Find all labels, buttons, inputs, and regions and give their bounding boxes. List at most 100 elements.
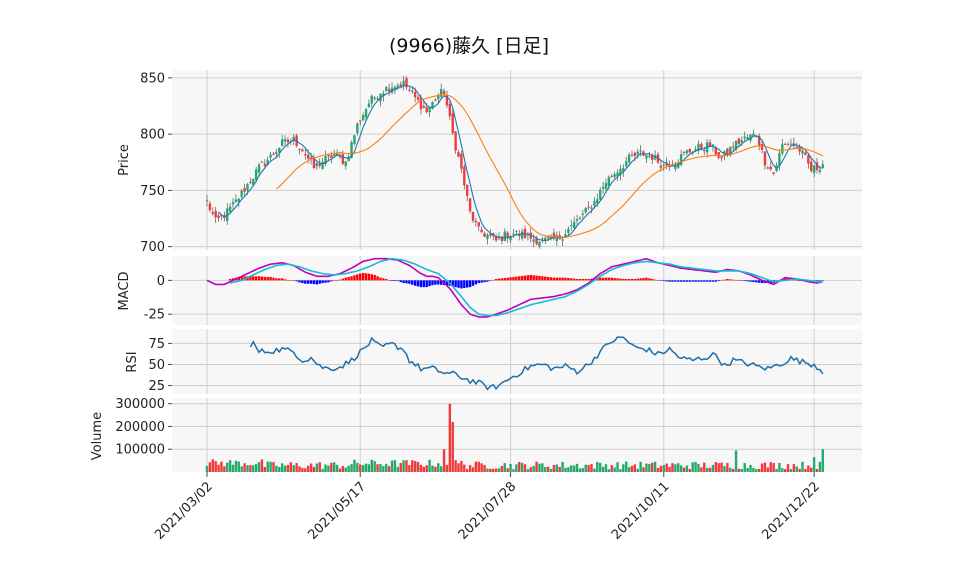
macd-hist-bar [341,278,345,281]
macd-hist-bar [740,280,744,281]
macd-hist-bar [729,279,732,281]
candle-body [700,143,703,149]
candle-body [593,200,596,206]
macd-hist-bar [249,276,252,281]
volume-bar [622,464,625,472]
candle-body [624,161,628,167]
macd-hist-bar [653,279,657,281]
macd-hist-bar [561,277,564,281]
volume-bar [766,467,770,472]
macd-hist-bar [376,276,379,281]
volume-bar [662,465,665,472]
candle-body [515,230,518,232]
volume-bar [373,461,376,472]
candle-body [731,146,735,148]
macd-hist-bar [538,275,541,281]
volume-bar [489,468,492,472]
y-tick-label-rsi: 50 [148,358,165,373]
y-tick-label-macd: 0 [157,274,165,289]
candle-body [778,152,781,166]
candle-body [821,164,824,169]
macd-hist-bar [309,280,313,284]
macd-hist-bar [269,276,272,281]
candle-body [217,215,220,219]
volume-bar [243,463,246,472]
macd-hist-bar [457,280,460,288]
candle-body [555,235,559,242]
macd-hist-bar [393,280,397,282]
volume-bar [705,467,709,472]
candle-body [226,208,229,221]
volume-bar [471,467,475,472]
macd-hist-bar [549,277,553,281]
macd-hist-bar [607,277,611,281]
candle-body [587,206,590,208]
candle-body [598,189,602,200]
volume-bar [555,464,559,472]
macd-hist-bar [535,275,538,281]
macd-hist-bar [636,278,639,281]
macd-hist-bar [431,280,434,286]
macd-hist-bar [555,277,559,281]
macd-hist-bar [645,277,648,281]
volume-bar [246,465,249,472]
macd-hist-bar [659,280,663,281]
macd-hist-bar [503,277,506,281]
volume-bar [677,463,680,472]
candle-body [549,235,553,239]
macd-hist-bar [572,278,576,281]
candle-body [633,152,637,156]
candle-body [419,97,423,110]
candle-body [688,148,691,153]
candle-body [361,114,365,121]
macd-hist-bar [746,280,749,282]
macd-hist-bar [685,280,689,282]
candle-body [324,156,327,165]
volume-bars [205,403,824,472]
volume-bar [575,463,579,472]
volume-bar [659,465,663,472]
macd-hist-bar [413,280,417,286]
macd-hist-bar [619,278,622,281]
volume-bar [263,466,267,472]
volume-bar [798,468,801,472]
macd-hist-bar [480,280,483,283]
macd-hist-bar [318,280,321,284]
volume-bar [775,468,778,472]
volume-bar [419,464,423,472]
candle-body [240,190,243,197]
volume-bar [460,460,463,472]
volume-bar [304,468,307,472]
macd-hist-bar [338,279,342,281]
candle-body [252,178,255,186]
macd-hist-bar [240,276,243,281]
candle-body [214,210,217,218]
macd-hist-bar [301,280,304,284]
candle-body [205,200,209,202]
volume-bar [685,465,689,472]
candle-body [434,99,437,101]
macd-hist-bar [578,279,582,281]
candle-body [541,238,544,240]
volume-bar [714,462,718,472]
candle-body [286,139,290,143]
panel-rsi-bg [172,329,862,394]
volume-bar [249,465,252,472]
candle-body [483,233,486,237]
candle-body [408,89,411,91]
candle-body [509,236,512,241]
volume-bar [330,462,333,472]
volume-bar [581,468,585,472]
y-tick-label-price: 850 [140,71,165,86]
volume-bar [561,461,564,472]
macd-hist-bar [272,277,275,281]
macd-hist-bar [252,276,255,281]
candle-body [630,155,634,157]
sma-long-line [276,94,824,238]
volume-bar [755,469,758,472]
macd-hist-bar [489,280,492,281]
volume-bar [442,449,446,472]
candle-body [442,90,446,95]
volume-bar [578,468,582,472]
candle-body [428,107,431,113]
